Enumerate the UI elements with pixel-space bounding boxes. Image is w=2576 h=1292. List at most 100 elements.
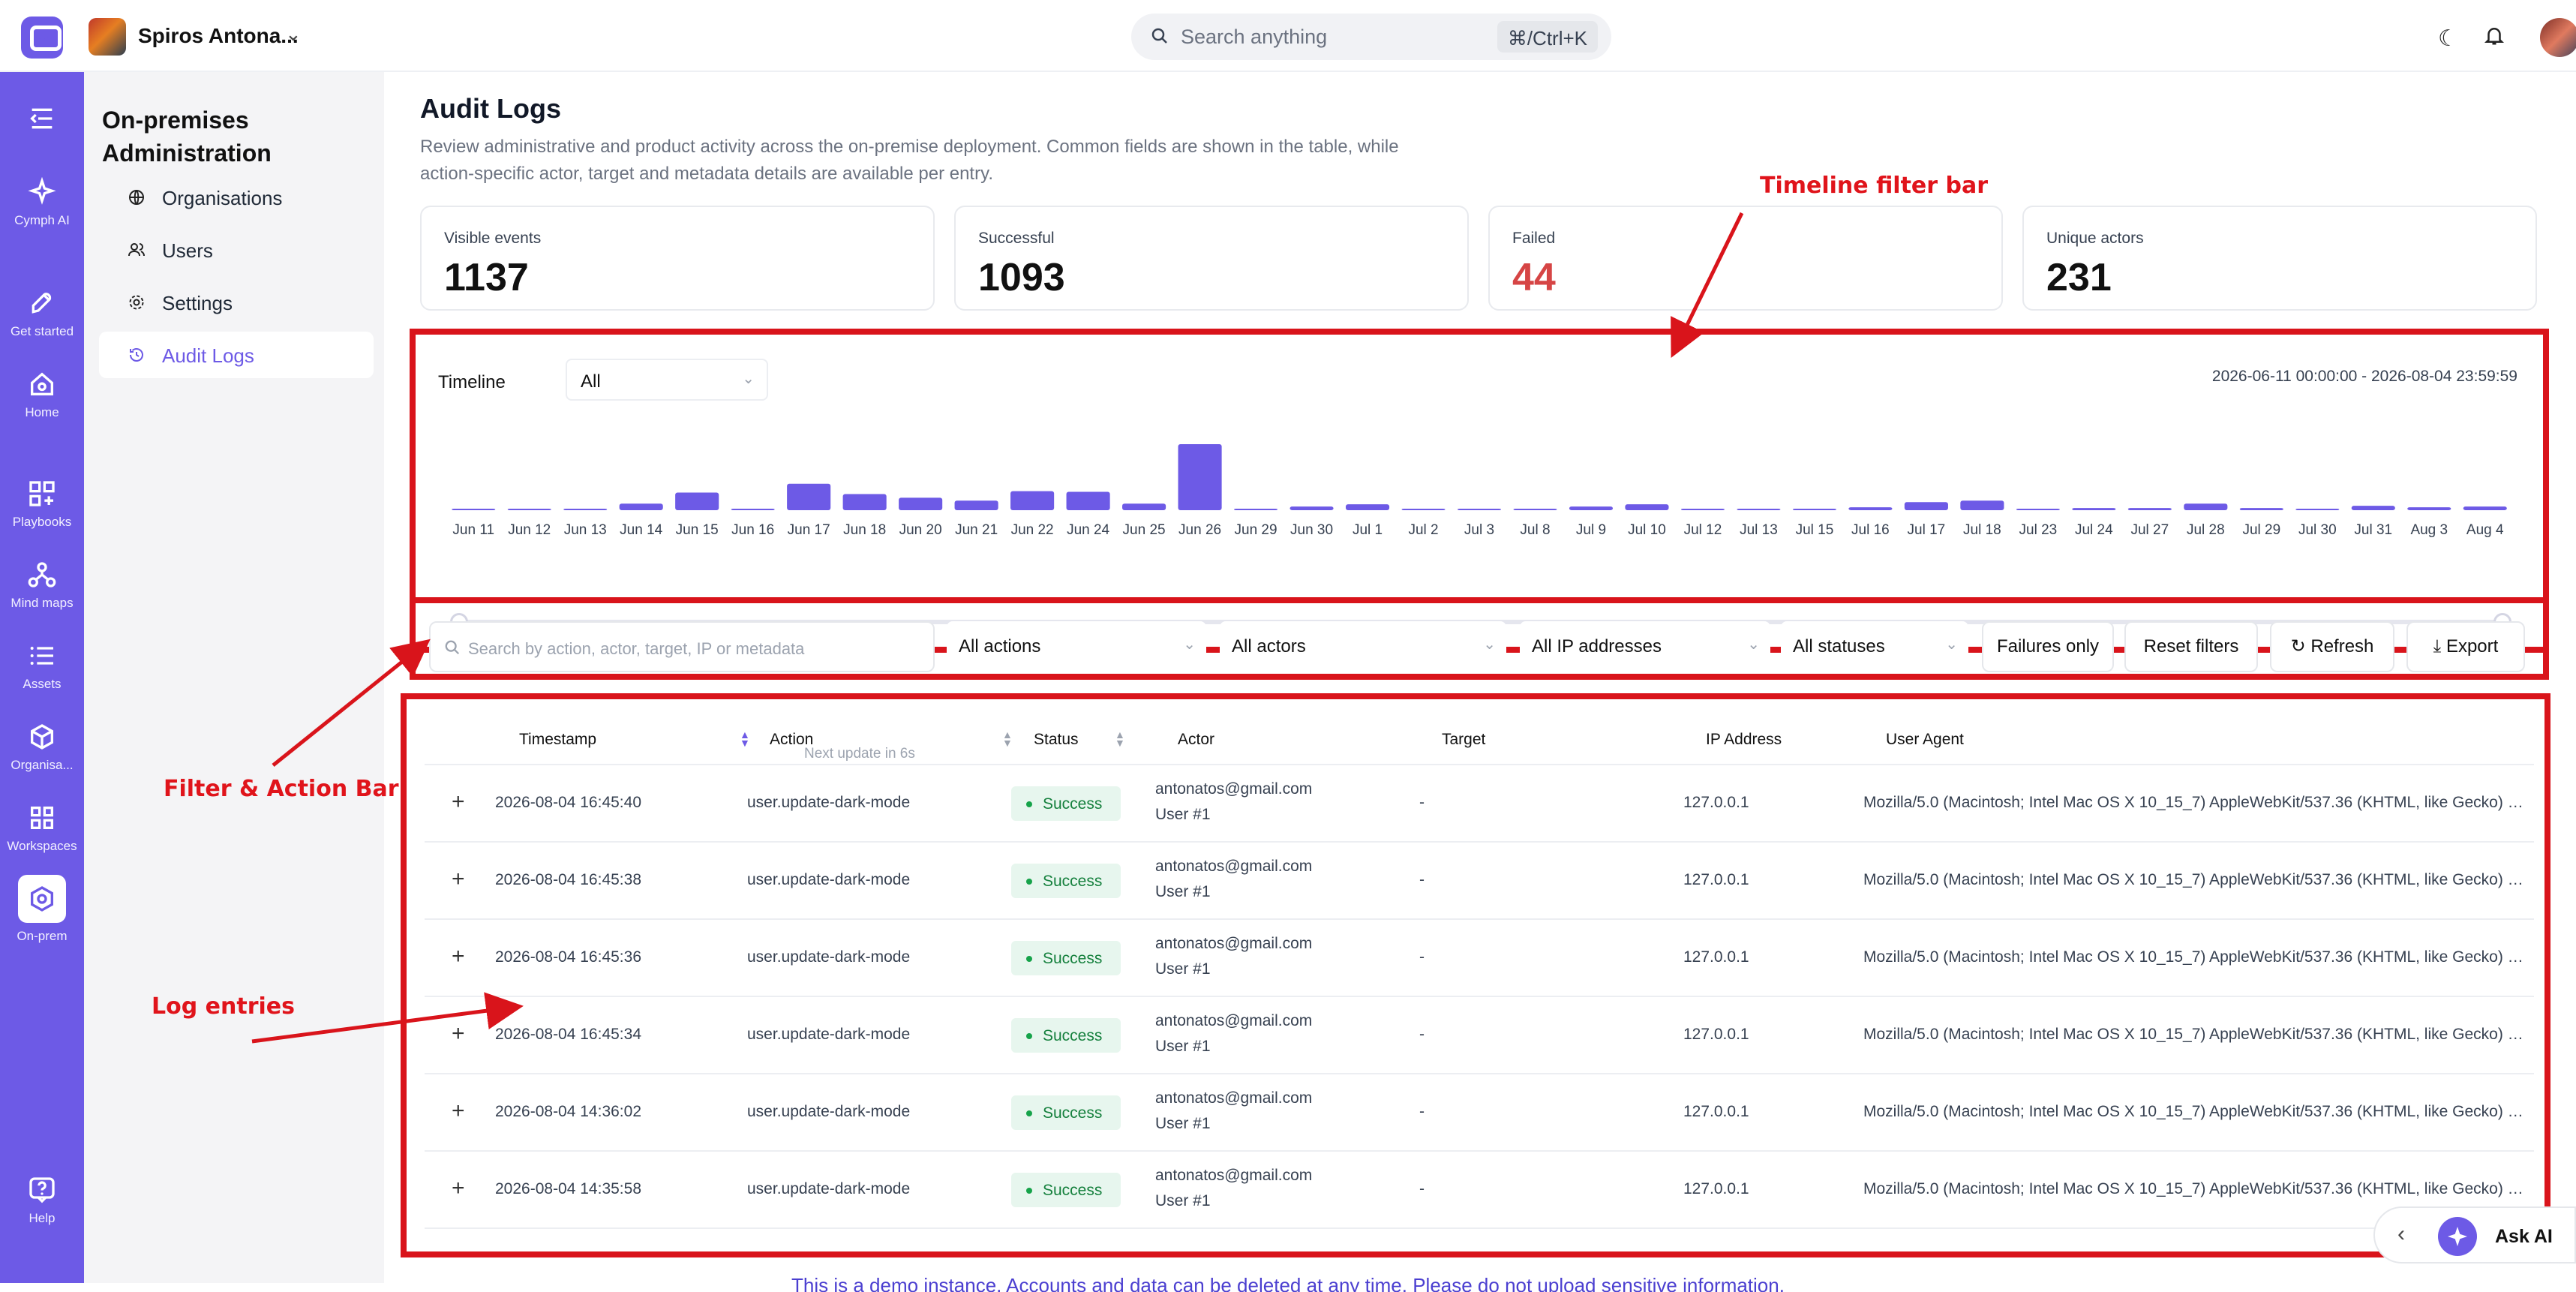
rail-item-help[interactable]: Help — [0, 1175, 84, 1226]
timeline-bar[interactable] — [1904, 502, 1948, 510]
cell-target: - — [1419, 948, 1425, 966]
timeline-bar[interactable] — [1960, 500, 2004, 510]
rail-item-cymph-ai[interactable]: Cymph AI — [0, 177, 84, 228]
timeline-tick-label: Jun 13 — [564, 522, 607, 538]
expand-icon[interactable]: + — [452, 789, 465, 814]
next-update-text: Next update in 6s — [804, 746, 915, 762]
sidebar-item-organisations[interactable]: Organisations — [99, 174, 374, 221]
org-name[interactable]: Spiros Antona... — [138, 24, 299, 47]
rail-item-assets[interactable]: Assets — [0, 641, 84, 692]
timeline-bar[interactable] — [2295, 509, 2340, 510]
timeline-bar[interactable] — [2127, 508, 2172, 510]
column-header-status[interactable]: Status — [1034, 731, 1079, 748]
stat-card-successful: Successful 1093 — [954, 206, 1469, 311]
timeline-bar[interactable] — [899, 497, 943, 510]
timeline-bar[interactable] — [452, 509, 496, 510]
rail-item-organisations[interactable]: Organisa... — [0, 722, 84, 773]
sort-icon[interactable]: ▲ ▼ — [1002, 729, 1013, 749]
timeline-bar[interactable] — [1625, 504, 1669, 510]
failures-only-button[interactable]: Failures only — [1982, 621, 2114, 672]
expand-icon[interactable]: + — [452, 867, 465, 891]
sidebar-item-audit-logs[interactable]: Audit Logs — [99, 332, 374, 378]
sort-icon[interactable]: ▲ ▼ — [1115, 729, 1125, 749]
ask-ai-button[interactable]: ‹ Ask AI — [2373, 1206, 2576, 1263]
status-text: Success — [1043, 873, 1103, 890]
timeline-bar[interactable] — [2072, 508, 2116, 510]
rail-item-on-prem[interactable]: On-prem — [0, 875, 84, 944]
table-row[interactable]: + 2026-08-04 16:45:36 user.update-dark-m… — [425, 920, 2534, 997]
rail-item-mind-maps[interactable]: Mind maps — [0, 560, 84, 611]
timeline-bar[interactable] — [1457, 509, 1502, 510]
rail-item-get-started[interactable]: Get started — [0, 288, 84, 339]
sort-icon[interactable]: ▲ ▼ — [740, 729, 750, 749]
cell-timestamp: 2026-08-04 14:36:02 — [495, 1103, 641, 1120]
column-header-timestamp[interactable]: Timestamp — [519, 731, 597, 748]
timeline-bar[interactable] — [1345, 504, 1390, 510]
export-button[interactable]: ⤓ Export — [2406, 621, 2525, 672]
rail-item-home[interactable]: Home — [0, 369, 84, 420]
ip-addresses-dropdown[interactable]: All IP addresses ⌄ — [1520, 621, 1770, 672]
timeline-bar[interactable] — [1680, 509, 1725, 510]
expand-icon[interactable]: + — [452, 944, 465, 969]
timeline-bar[interactable] — [2463, 506, 2507, 510]
filter-search-input[interactable]: Search by action, actor, target, IP or m… — [429, 621, 935, 672]
timeline-bar[interactable] — [1569, 506, 1614, 510]
org-avatar[interactable] — [89, 18, 126, 56]
sidebar-item-settings[interactable]: Settings — [99, 279, 374, 326]
timeline-bar[interactable] — [2184, 503, 2228, 510]
timeline-bar[interactable] — [1290, 506, 1334, 510]
timeline-bar[interactable] — [563, 509, 608, 510]
table-row[interactable]: + 2026-08-04 16:45:34 user.update-dark-m… — [425, 997, 2534, 1074]
rail-item-workspaces[interactable]: Workspaces — [0, 803, 84, 854]
timeline-bar[interactable] — [787, 483, 831, 510]
timeline-bar[interactable] — [1737, 509, 1781, 510]
expand-icon[interactable]: + — [452, 1021, 465, 1046]
timeline-bar[interactable] — [619, 503, 663, 510]
timeline-bar[interactable] — [1178, 444, 1222, 510]
user-avatar[interactable] — [2540, 18, 2576, 57]
status-text: Success — [1043, 1027, 1103, 1044]
timeline-bar[interactable] — [1010, 491, 1055, 510]
actors-dropdown[interactable]: All actors ⌄ — [1220, 621, 1506, 672]
timeline-bar[interactable] — [842, 494, 887, 510]
bell-icon[interactable] — [2483, 24, 2505, 47]
expand-icon[interactable]: + — [452, 1176, 465, 1200]
table-row[interactable]: + 2026-08-04 14:36:02 user.update-dark-m… — [425, 1074, 2534, 1152]
timeline-bar[interactable] — [1234, 509, 1278, 510]
timeline-bar[interactable] — [675, 492, 719, 510]
timeline-bar[interactable] — [2407, 507, 2451, 510]
chevron-down-icon[interactable]: ⌄ — [285, 23, 302, 45]
sidebar-item-users[interactable]: Users — [99, 227, 374, 273]
refresh-button[interactable]: ↻ Refresh — [2270, 621, 2394, 672]
chevron-left-icon[interactable]: ‹ — [2397, 1221, 2405, 1246]
stat-value: 44 — [1512, 256, 1556, 299]
timeline-bar[interactable] — [1513, 509, 1557, 510]
table-row[interactable]: + 2026-08-04 14:35:58 user.update-dark-m… — [425, 1152, 2534, 1229]
timeline-bar[interactable] — [2351, 506, 2395, 510]
expand-icon[interactable]: + — [452, 1098, 465, 1123]
statuses-dropdown[interactable]: All statuses ⌄ — [1781, 621, 1968, 672]
timeline-bar[interactable] — [2239, 508, 2283, 510]
timeline-bar[interactable] — [1122, 503, 1166, 510]
actions-dropdown[interactable]: All actions ⌄ — [947, 621, 1206, 672]
timeline-bar[interactable] — [1401, 509, 1446, 510]
timeline-bar[interactable] — [731, 509, 775, 510]
reset-filters-button[interactable]: Reset filters — [2124, 621, 2258, 672]
timeline-bar[interactable] — [1066, 491, 1110, 510]
app-logo[interactable] — [21, 17, 63, 59]
timeline-filter-select[interactable]: All ⌄ — [566, 359, 768, 401]
column-header-action[interactable]: Action — [770, 731, 814, 748]
timeline-bar[interactable] — [1792, 509, 1836, 510]
rail-collapse[interactable] — [0, 104, 84, 134]
moon-icon[interactable]: ☾ — [2438, 26, 2458, 51]
timeline-bar[interactable] — [2016, 509, 2060, 510]
timeline-bar[interactable] — [1848, 507, 1893, 510]
timeline-chart[interactable]: Jun 11 Jun 12 Jun 13 Jun 14 Jun 15 Jun 16 Jun … — [416, 419, 2543, 599]
rail-item-playbooks[interactable]: Playbooks — [0, 479, 84, 530]
timeline-bar[interactable] — [954, 500, 998, 510]
cell-target: - — [1419, 1103, 1425, 1120]
table-row[interactable]: + 2026-08-04 16:45:38 user.update-dark-m… — [425, 843, 2534, 920]
table-row[interactable]: + 2026-08-04 16:45:40 user.update-dark-m… — [425, 765, 2534, 843]
timeline-bar[interactable] — [507, 509, 551, 510]
global-search[interactable]: Search anything ⌘/Ctrl+K — [1131, 14, 1611, 60]
